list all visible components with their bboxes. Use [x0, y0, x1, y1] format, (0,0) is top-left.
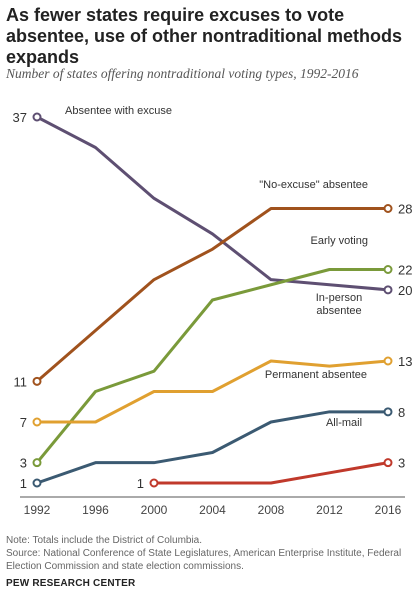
series-line: [36, 207, 388, 383]
x-tick-label: 1996: [82, 503, 109, 517]
x-tick-label: 2012: [316, 503, 343, 517]
series-end-value: 20: [398, 283, 412, 298]
series-end-value: 22: [398, 263, 412, 278]
series-name-label: "No-excuse" absentee: [259, 179, 368, 191]
series-end-marker: [383, 265, 393, 274]
series-end-marker: [383, 458, 393, 468]
series-line: [36, 115, 389, 292]
series-end-value: 28: [398, 202, 412, 217]
series-start-marker: [32, 417, 42, 427]
chart-title: As fewer states require excuses to vote …: [6, 5, 403, 67]
series-start-value: 1: [137, 476, 144, 491]
series-line: [35, 268, 388, 464]
series-start-marker: [32, 112, 42, 122]
x-tick-label: 1992: [24, 503, 51, 517]
series-line: [154, 461, 389, 485]
series-name-label: Absentee with excuse: [65, 105, 172, 117]
x-tick-label: 2016: [375, 503, 402, 517]
series-name-label: In-person absentee: [316, 292, 362, 317]
series-name-label: All-mail: [326, 417, 362, 429]
series-end-value: 13: [398, 354, 412, 369]
org-credit: PEW RESEARCH CENTER: [6, 578, 136, 589]
x-tick-label: 2004: [199, 503, 226, 517]
line-chart: 1992 1996 2000 2004 2008 2012 20163720Absentee…: [13, 105, 413, 517]
series-end-marker: [383, 356, 393, 366]
chart-source: Source: National Conference of State Leg…: [6, 548, 402, 572]
series-start-marker: [32, 478, 42, 488]
x-tick-label: 2008: [258, 503, 285, 517]
series-start-marker: [32, 458, 42, 468]
series-end-marker: [383, 204, 393, 213]
series-start-value: 11: [14, 374, 28, 389]
series-start-marker: [32, 376, 42, 386]
series-name-label: Permanent absentee: [265, 369, 367, 381]
series-start-value: 7: [20, 415, 27, 430]
chart-subtitle: Number of states offering nontraditional…: [6, 66, 359, 81]
x-tick-label: 2000: [141, 503, 168, 517]
series-start-value: 1: [20, 476, 27, 491]
series-end-marker: [383, 407, 393, 417]
series-start-value: 3: [20, 456, 27, 471]
series-end-value: 3: [398, 456, 405, 471]
series-start-value: 37: [13, 110, 27, 125]
series-end-marker: [383, 285, 393, 295]
series-name-label: Early voting: [311, 235, 368, 247]
series-start-marker: [149, 478, 159, 488]
series-line: [36, 410, 388, 485]
series-end-value: 8: [398, 405, 405, 420]
series-line: [37, 359, 389, 424]
chart-note: Note: Totals include the District of Col…: [6, 535, 203, 546]
